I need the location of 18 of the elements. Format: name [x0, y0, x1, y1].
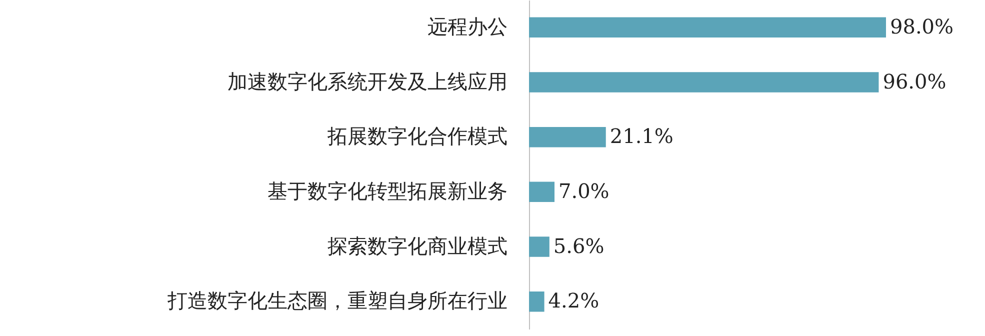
bar — [529, 126, 606, 148]
data-label: 21.1% — [610, 124, 674, 148]
bar — [529, 72, 879, 92]
bar — [529, 17, 886, 38]
y-tick-label: 加速数字化系统开发及上线应用 — [228, 69, 508, 94]
y-tick-label: 远程办公 — [428, 14, 508, 38]
data-label: 96.0% — [882, 69, 946, 94]
y-tick-label: 基于数字化转型拓展新业务 — [268, 178, 508, 203]
bar — [529, 291, 544, 312]
y-tick-label: 探索数字化商业模式 — [328, 234, 508, 258]
data-label: 98.0% — [890, 14, 954, 38]
bar — [529, 236, 550, 257]
y-tick-label: 拓展数字化合作模式 — [326, 124, 508, 148]
bar — [529, 182, 554, 202]
data-label: 4.2% — [548, 288, 600, 313]
data-label: 5.6% — [553, 234, 604, 258]
data-label: 7.0% — [558, 178, 610, 203]
y-tick-label: 打造数字化生态圈，重塑自身所在行业 — [166, 288, 508, 313]
